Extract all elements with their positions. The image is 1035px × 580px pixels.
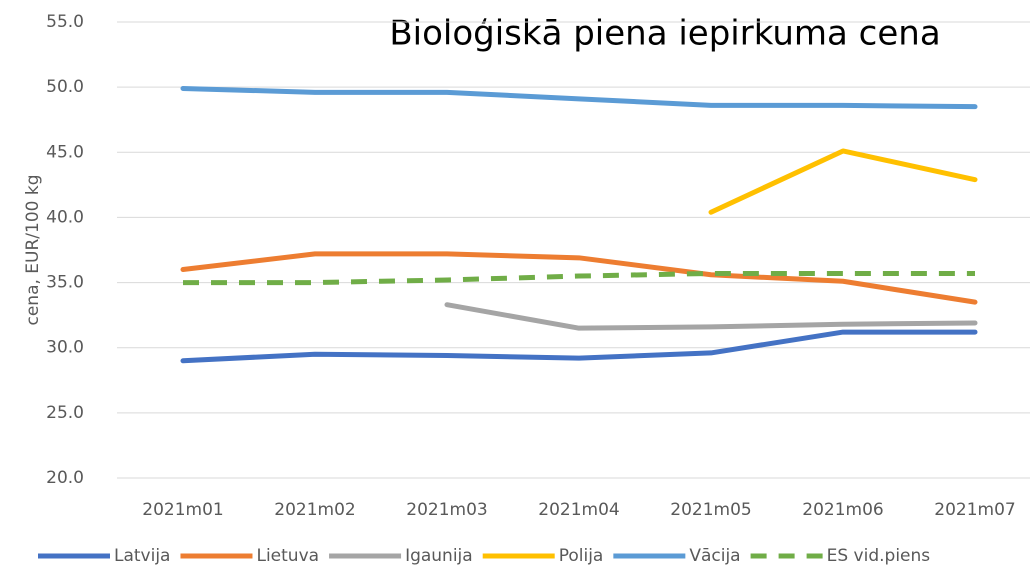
y-tick-label: 20.0: [46, 468, 84, 488]
legend-label: Latvija: [114, 546, 170, 566]
y-axis-label: cena, EUR/100 kg: [23, 174, 43, 325]
y-tick-label: 25.0: [46, 403, 84, 423]
series-line: [708, 148, 978, 215]
x-tick-label: 2021m05: [670, 500, 751, 520]
legend-label: Vācija: [689, 546, 740, 566]
series-line: [180, 329, 978, 364]
y-tick-label: 45.0: [46, 142, 84, 162]
legend-label: Igaunija: [405, 546, 473, 566]
series-line: [180, 251, 978, 305]
y-tick-label: 30.0: [46, 338, 84, 358]
x-tick-label: 2021m02: [274, 500, 355, 520]
y-tick-label: 50.0: [46, 77, 84, 97]
x-tick-label: 2021m01: [142, 500, 223, 520]
x-tick-label: 2021m04: [538, 500, 619, 520]
y-tick-label: 35.0: [46, 273, 84, 293]
chart-title: Bioloģiskā piena iepirkuma cena: [389, 14, 940, 54]
series-line: [444, 302, 978, 331]
legend-label: Lietuva: [256, 546, 319, 566]
series-line: [183, 270, 975, 286]
legend-label: ES vid.piens: [827, 546, 931, 566]
y-tick-label: 40.0: [46, 207, 84, 227]
y-tick-label: 55.0: [46, 12, 84, 32]
series-line: [180, 85, 978, 110]
legend-label: Polija: [559, 546, 604, 566]
x-tick-label: 2021m06: [802, 500, 883, 520]
x-tick-label: 2021m03: [406, 500, 487, 520]
x-tick-label: 2021m07: [934, 500, 1015, 520]
